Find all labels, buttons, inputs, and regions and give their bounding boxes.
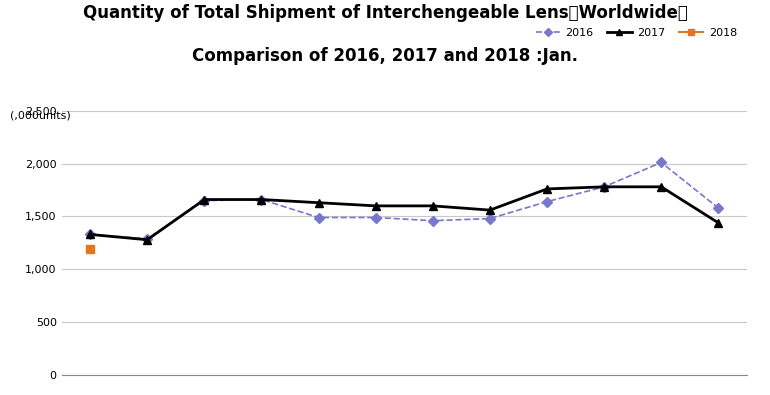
Text: Quantity of Total Shipment of Interchengeable Lens【Worldwide】: Quantity of Total Shipment of Intercheng… [82, 4, 688, 22]
2016 [85, 232, 95, 237]
2017 [600, 184, 609, 189]
2016 [428, 218, 437, 223]
2016 [600, 184, 609, 189]
2017 [371, 203, 380, 208]
Text: Comparison of 2016, 2017 and 2018 :Jan.: Comparison of 2016, 2017 and 2018 :Jan. [192, 47, 578, 66]
2016 [485, 216, 494, 221]
Text: (,000units): (,000units) [10, 111, 71, 120]
2017 [257, 197, 266, 202]
2017 [85, 232, 95, 237]
2016 [314, 215, 323, 220]
2017 [485, 208, 494, 213]
2017 [314, 200, 323, 205]
2016 [371, 215, 380, 220]
2016 [714, 206, 723, 211]
2016 [142, 236, 152, 241]
2017 [542, 186, 551, 191]
2016 [657, 160, 666, 165]
Line: 2017: 2017 [86, 182, 722, 244]
2016 [257, 197, 266, 202]
Legend: 2016, 2017, 2018: 2016, 2017, 2018 [531, 24, 742, 42]
Line: 2016: 2016 [87, 159, 721, 242]
2017 [199, 197, 209, 202]
2016 [199, 198, 209, 203]
2017 [657, 184, 666, 189]
2017 [428, 203, 437, 208]
2016 [542, 199, 551, 204]
2017 [142, 237, 152, 242]
2017 [714, 220, 723, 225]
